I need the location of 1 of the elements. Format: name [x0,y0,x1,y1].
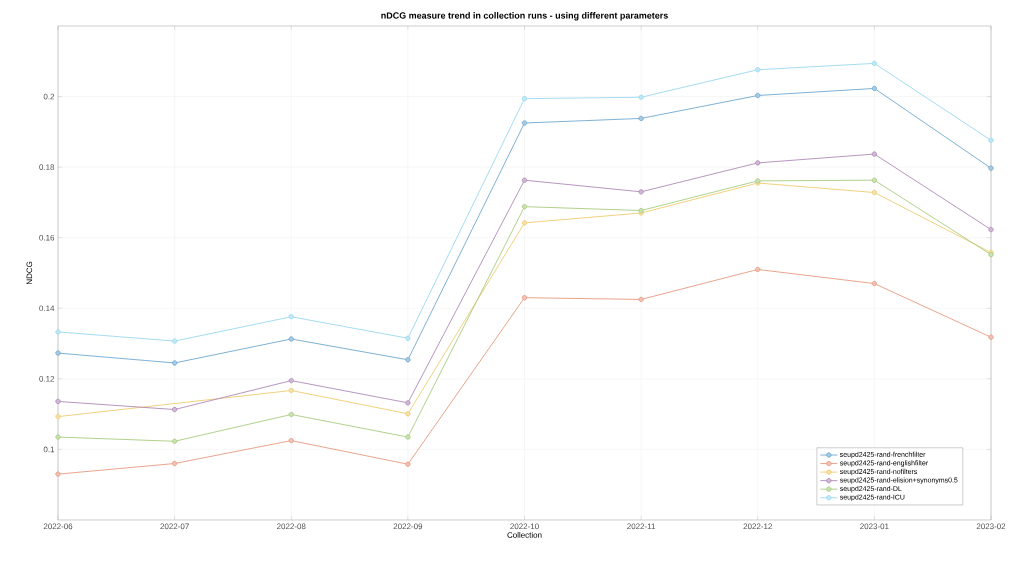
chart-title: nDCG measure trend in collection runs - using different parameters [381,12,668,21]
